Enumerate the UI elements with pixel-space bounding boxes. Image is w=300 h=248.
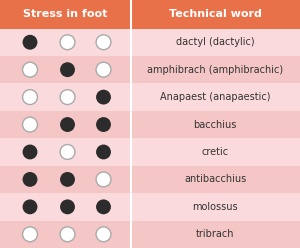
Bar — [0, 56, 300, 83]
Circle shape — [60, 35, 75, 50]
Circle shape — [96, 145, 111, 159]
Bar — [0, 0, 300, 29]
Circle shape — [96, 90, 111, 105]
Circle shape — [96, 35, 111, 50]
Bar — [0, 83, 300, 111]
Bar — [0, 220, 300, 248]
Text: Anapaest (anapaestic): Anapaest (anapaestic) — [160, 92, 271, 102]
Circle shape — [22, 199, 38, 214]
Circle shape — [22, 172, 38, 187]
Text: Technical word: Technical word — [169, 9, 262, 19]
Bar — [0, 111, 300, 138]
Circle shape — [96, 117, 111, 132]
Circle shape — [22, 227, 38, 242]
Text: Stress in foot: Stress in foot — [23, 9, 107, 19]
Text: dactyl (dactylic): dactyl (dactylic) — [176, 37, 255, 47]
Circle shape — [96, 227, 111, 242]
Bar — [0, 138, 300, 166]
Circle shape — [60, 117, 75, 132]
Circle shape — [60, 172, 75, 187]
Circle shape — [60, 145, 75, 159]
Circle shape — [60, 227, 75, 242]
Text: antibacchius: antibacchius — [184, 174, 246, 185]
Circle shape — [96, 62, 111, 77]
Circle shape — [22, 35, 38, 50]
Bar — [0, 166, 300, 193]
Text: tribrach: tribrach — [196, 229, 235, 239]
Circle shape — [60, 199, 75, 214]
Circle shape — [60, 62, 75, 77]
Text: bacchius: bacchius — [194, 120, 237, 129]
Text: amphibrach (amphibrachic): amphibrach (amphibrachic) — [147, 65, 283, 75]
Circle shape — [60, 90, 75, 105]
Circle shape — [22, 62, 38, 77]
Circle shape — [22, 145, 38, 159]
Circle shape — [96, 172, 111, 187]
Circle shape — [22, 90, 38, 105]
Text: cretic: cretic — [202, 147, 229, 157]
Circle shape — [96, 199, 111, 214]
Bar — [0, 193, 300, 220]
Circle shape — [22, 117, 38, 132]
Text: molossus: molossus — [192, 202, 238, 212]
Bar — [0, 29, 300, 56]
